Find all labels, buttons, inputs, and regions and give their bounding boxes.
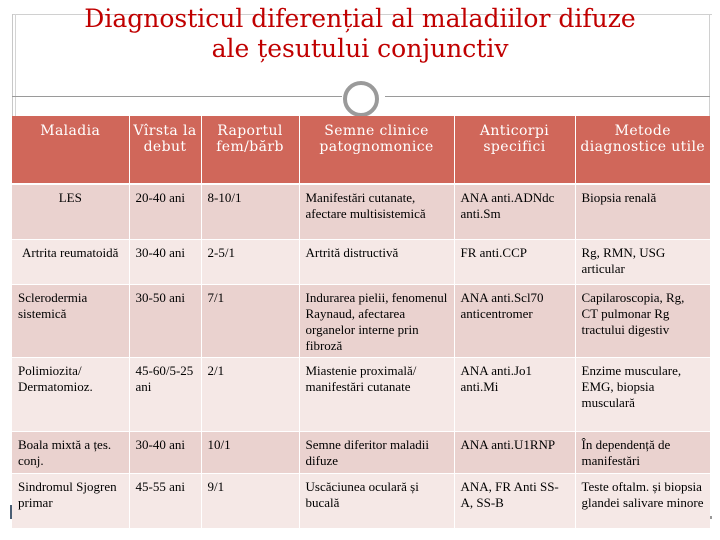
- table-row: Sindromul Sjogren primar 45-55 ani 9/1 U…: [12, 473, 710, 529]
- cell-semne: Semne diferitor maladii difuze: [299, 431, 455, 474]
- cell-metode: În dependență de manifestări: [575, 431, 710, 474]
- title-divider-right: [385, 96, 710, 97]
- header-maladia: Maladia: [12, 116, 130, 185]
- header-varsta: Vîrsta la debut: [129, 116, 202, 185]
- cell-varsta: 20-40 ani: [129, 184, 202, 240]
- cell-metode: Capilaroscopia, Rg, CT pulmonar Rg tract…: [575, 284, 710, 358]
- cell-metode: Teste oftalm. și biopsia glandei salivar…: [575, 473, 710, 529]
- cell-raportul: 9/1: [201, 473, 300, 529]
- table-row: Boala mixtă a țes. conj. 30-40 ani 10/1 …: [12, 431, 710, 474]
- cell-semne: Uscăciunea oculară și bucală: [299, 473, 455, 529]
- cell-maladia: Sindromul Sjogren primar: [12, 473, 130, 529]
- cell-anticorpi: ANA anti.U1RNP: [454, 431, 576, 474]
- cell-anticorpi: ANA anti.Scl70 anticentromer: [454, 284, 576, 358]
- cell-semne: Miastenie proximală/ manifestări cutanat…: [299, 357, 455, 432]
- cell-anticorpi: ANA anti.ADNdc anti.Sm: [454, 184, 576, 240]
- table-row: Artrita reumatoidă 30-40 ani 2-5/1 Artri…: [12, 239, 710, 285]
- cell-raportul: 2-5/1: [201, 239, 300, 285]
- cell-varsta: 30-40 ani: [129, 431, 202, 474]
- cell-anticorpi: ANA, FR Anti SS-A, SS-B: [454, 473, 576, 529]
- cell-metode: Enzime musculare, EMG, biopsia musculară: [575, 357, 710, 432]
- cell-anticorpi: FR anti.CCP: [454, 239, 576, 285]
- cell-maladia: Artrita reumatoidă: [12, 239, 130, 285]
- cell-varsta: 30-50 ani: [129, 284, 202, 358]
- table-row: Polimiozita/ Dermatomioz. 45-60/5-25 ani…: [12, 357, 710, 432]
- cell-raportul: 8-10/1: [201, 184, 300, 240]
- table-header-row: Maladia Vîrsta la debut Raportul fem/băr…: [12, 116, 710, 185]
- header-anticorpi: Anticorpi specifici: [454, 116, 576, 185]
- header-raportul: Raportul fem/bărb: [201, 116, 300, 185]
- cell-maladia: LES: [12, 184, 130, 240]
- cell-maladia: Polimiozita/ Dermatomioz.: [12, 357, 130, 432]
- cell-varsta: 45-60/5-25 ani: [129, 357, 202, 432]
- title-divider-left: [12, 96, 342, 97]
- table-row: LES 20-40 ani 8-10/1 Manifestări cutanat…: [12, 184, 710, 240]
- cell-varsta: 45-55 ani: [129, 473, 202, 529]
- cell-anticorpi: ANA anti.Jo1 anti.Mi: [454, 357, 576, 432]
- cell-semne: Indurarea pielii, fenomenul Raynaud, afe…: [299, 284, 455, 358]
- cell-maladia: Sclerodermia sistemică: [12, 284, 130, 358]
- cell-metode: Rg, RMN, USG articular: [575, 239, 710, 285]
- header-metode: Metode diagnostice utile: [575, 116, 710, 185]
- cell-metode: Biopsia renală: [575, 184, 710, 240]
- cell-semne: Artrită distructivă: [299, 239, 455, 285]
- cell-maladia: Boala mixtă a țes. conj.: [12, 431, 130, 474]
- header-semne: Semne clinice patognomonice: [299, 116, 455, 185]
- frame-top-line: [12, 14, 712, 15]
- cell-semne: Manifestări cutanate, afectare multisist…: [299, 184, 455, 240]
- divider-circle-ornament: [343, 81, 379, 117]
- slide-title-line1: Diagnosticul diferențial al maladiilor d…: [84, 4, 636, 33]
- diagnosis-table: Maladia Vîrsta la debut Raportul fem/băr…: [12, 116, 710, 529]
- slide-title: Diagnosticul diferențial al maladiilor d…: [0, 4, 720, 64]
- slide-title-line2: ale țesutului conjunctiv: [211, 34, 509, 63]
- cell-raportul: 7/1: [201, 284, 300, 358]
- cell-varsta: 30-40 ani: [129, 239, 202, 285]
- cell-raportul: 10/1: [201, 431, 300, 474]
- table-row: Sclerodermia sistemică 30-50 ani 7/1 Ind…: [12, 284, 710, 358]
- cell-raportul: 2/1: [201, 357, 300, 432]
